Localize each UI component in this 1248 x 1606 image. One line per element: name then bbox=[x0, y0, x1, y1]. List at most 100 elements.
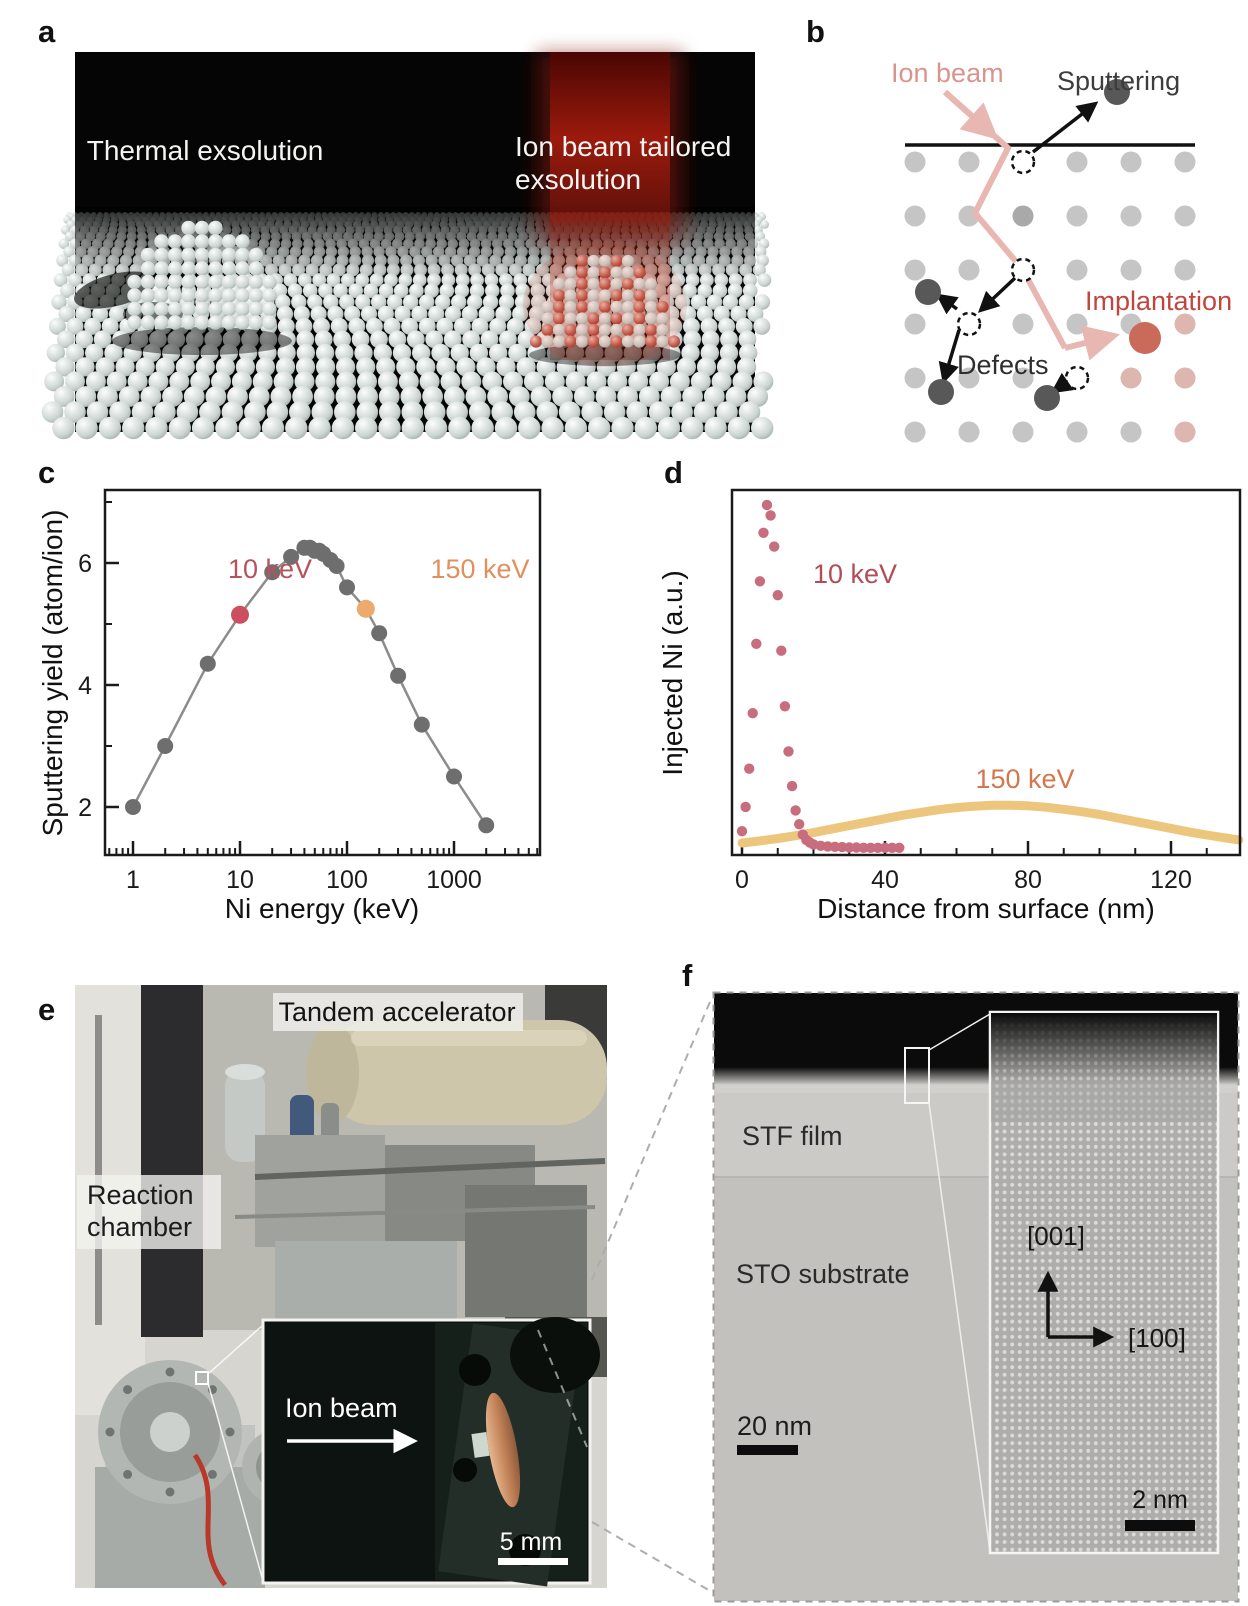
yield-point bbox=[283, 548, 300, 565]
recoil-arrow-icon bbox=[977, 276, 1017, 313]
yield-point bbox=[478, 817, 495, 834]
tandem-accelerator-label: Tandem accelerator bbox=[273, 993, 523, 1031]
reaction-chamber-text-line2: chamber bbox=[87, 1212, 192, 1242]
scalebar-2nm bbox=[1125, 1520, 1195, 1531]
sto-substrate-label: STO substrate bbox=[736, 1259, 910, 1289]
reaction-chamber-label: Reaction chamber bbox=[77, 1175, 221, 1249]
annotation-10kev: 10 keV bbox=[228, 554, 312, 584]
recoil-arrow-icon bbox=[938, 329, 961, 385]
series-10kev-point bbox=[747, 708, 758, 719]
reaction-chamber-text-line1: Reaction bbox=[87, 1180, 194, 1210]
recoil-arrow-icon bbox=[935, 293, 959, 315]
yield-point bbox=[125, 799, 141, 815]
panel-f-letter: f bbox=[682, 958, 693, 993]
displaced-atom bbox=[915, 279, 941, 305]
lattice-atoms bbox=[904, 151, 1196, 443]
inset-source-marker bbox=[904, 1047, 930, 1104]
ion-beam-inset-label: Ion beam bbox=[285, 1393, 398, 1423]
d-xtick-label: 40 bbox=[871, 866, 899, 894]
vacancy-icon bbox=[1010, 149, 1036, 175]
sample-clip bbox=[471, 1432, 490, 1458]
series-10kev-point bbox=[740, 801, 751, 813]
series-10kev-point bbox=[758, 527, 769, 538]
panel-a-letter: a bbox=[38, 14, 56, 49]
d-xaxis-label: Distance from surface (nm) bbox=[817, 893, 1155, 924]
tandem-accelerator-text: Tandem accelerator bbox=[278, 997, 515, 1027]
series-10kev-point bbox=[790, 805, 801, 816]
series-10kev-point bbox=[736, 826, 748, 837]
displaced-atom bbox=[1034, 385, 1060, 411]
series-10kev-point bbox=[761, 499, 773, 511]
series-10kev-point bbox=[769, 541, 780, 552]
series-10kev-point bbox=[751, 638, 762, 649]
yield-point bbox=[413, 716, 430, 733]
scalebar-2nm-label: 2 nm bbox=[1132, 1486, 1188, 1514]
dark-pillar bbox=[141, 985, 203, 1337]
scalebar-5mm-label: 5 mm bbox=[500, 1528, 563, 1556]
annotation-150-keV: 150 keV bbox=[975, 764, 1074, 794]
series-10kev-point bbox=[765, 510, 776, 521]
ion-beam-exsolution-label-line2: exsolution bbox=[515, 164, 641, 195]
panel-f-tem: STF film STO substrate [001] [100] 2 nm … bbox=[712, 991, 1240, 1603]
connector-dashed-bottom bbox=[591, 1521, 713, 1593]
axis-001-label: [001] bbox=[1027, 1221, 1085, 1251]
defects-label: Defects bbox=[957, 350, 1049, 380]
scalebar-20nm bbox=[737, 1445, 798, 1455]
yield-curve bbox=[131, 546, 488, 826]
beamline-machinery bbox=[225, 1064, 607, 1377]
scalebar-5mm bbox=[498, 1558, 568, 1565]
panel-b-schematic: Ion beam Sputtering Defects Implantation bbox=[891, 58, 1232, 443]
yield-point bbox=[339, 579, 355, 596]
series-10kev-point bbox=[872, 842, 883, 853]
zoom-source-marker bbox=[195, 1371, 209, 1385]
ion-beam-label: Ion beam bbox=[891, 58, 1004, 88]
c-xtick-label: 1000 bbox=[426, 866, 482, 894]
implanted-ion bbox=[1129, 322, 1161, 354]
d-yaxis-label: Injected Ni (a.u.) bbox=[657, 570, 688, 775]
annotation-10-keV: 10 keV bbox=[813, 559, 897, 589]
panel-b-letter: b bbox=[806, 14, 825, 49]
ion-beam-exsolution-label-line1: Ion beam tailored bbox=[515, 131, 731, 162]
connector-dashed-top bbox=[591, 996, 713, 1281]
yield-point bbox=[328, 558, 345, 574]
zoom-line-bottom bbox=[207, 1382, 264, 1582]
yield-point bbox=[264, 564, 281, 581]
injected-ni-chart: 0 40 80 120 10 keV 150 keV Distance from surfa… bbox=[657, 488, 1244, 924]
vacancy-icon bbox=[1010, 257, 1036, 283]
tandem-accelerator-tank bbox=[307, 1020, 607, 1125]
sputtering-yield-chart: 1 10 100 1000 2 4 6 10 keV 150 keV Ni energy (keV… bbox=[37, 488, 542, 924]
c-plot-frame bbox=[103, 488, 542, 857]
series-10kev-point bbox=[744, 763, 755, 774]
c-xtick-label: 10 bbox=[226, 866, 254, 894]
c-ytick-label: 6 bbox=[78, 550, 92, 578]
series-10kev-point bbox=[879, 842, 891, 853]
annotation-150kev: 150 keV bbox=[430, 554, 529, 584]
yield-point bbox=[390, 667, 407, 684]
vacancy-icon bbox=[956, 311, 982, 337]
yield-point bbox=[157, 738, 174, 754]
inset-line-bottom bbox=[928, 1102, 991, 1552]
series-150kev-curve bbox=[737, 800, 1244, 848]
film-bright-edge bbox=[714, 1083, 1238, 1093]
panel-f-dashed-border bbox=[712, 991, 1240, 1603]
ion-beam-column bbox=[537, 52, 683, 360]
series-10kev-point bbox=[783, 746, 794, 757]
panel-e-photo: Tandem accelerator Reaction chamber Ion … bbox=[75, 985, 607, 1588]
implantation-label: Implantation bbox=[1085, 286, 1232, 316]
series-10kev-point bbox=[794, 819, 805, 830]
vacancy-icon bbox=[1064, 365, 1090, 391]
inset-line-top bbox=[928, 1013, 991, 1051]
d-plot-frame bbox=[730, 488, 1242, 857]
c-ytick-label: 4 bbox=[78, 672, 92, 700]
wall-rod bbox=[95, 1015, 102, 1325]
thermal-exsolution-label: Thermal exsolution bbox=[87, 135, 324, 166]
highlight-point-150kev bbox=[356, 599, 375, 618]
d-xtick-label: 0 bbox=[735, 866, 749, 894]
series-10kev-point bbox=[894, 842, 905, 853]
series-10kev-point bbox=[772, 590, 783, 601]
highlight-point-10kev bbox=[231, 605, 249, 624]
series-10kev-point bbox=[754, 576, 766, 587]
exsolved-nanoparticles bbox=[74, 220, 687, 367]
panel-c-letter: c bbox=[38, 455, 56, 490]
